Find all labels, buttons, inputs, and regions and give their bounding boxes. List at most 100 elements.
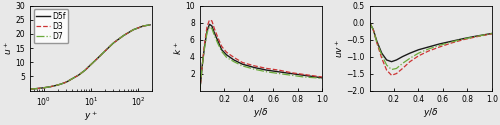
D3 [313, 75, 319, 77]
D5f [215, 40, 221, 42]
Line: D7: D7 [370, 23, 492, 70]
D7 [276, 73, 282, 74]
D7 [394, 68, 400, 69]
D7 [489, 33, 495, 34]
Line: D3: D3 [30, 25, 150, 89]
D5f [473, 35, 479, 37]
D7 [300, 76, 306, 78]
D3 [388, 74, 394, 76]
D3 [53, 85, 59, 86]
D7 [58, 83, 64, 85]
D7 [199, 66, 205, 68]
D7 [48, 86, 54, 87]
Line: D5f: D5f [370, 23, 492, 62]
D3 [64, 81, 70, 83]
D7 [319, 78, 325, 79]
D5f [39, 87, 45, 89]
Line: D3: D3 [200, 20, 322, 91]
D3 [76, 74, 82, 76]
D7 [218, 51, 224, 52]
D3 [489, 33, 495, 34]
D5f [199, 66, 205, 68]
D5f [43, 87, 49, 88]
Y-axis label: $k^+$: $k^+$ [172, 41, 184, 55]
D5f [76, 74, 82, 76]
Line: D7: D7 [200, 27, 322, 91]
D7 [473, 36, 479, 37]
Y-axis label: $uv^+$: $uv^+$ [333, 38, 345, 58]
D3 [140, 25, 146, 27]
D7 [288, 74, 294, 76]
D7 [224, 57, 230, 58]
D5f [27, 88, 33, 90]
D5f [407, 52, 413, 54]
D5f [461, 38, 467, 39]
D3 [88, 64, 94, 65]
D7 [426, 48, 432, 50]
D5f [53, 85, 59, 86]
D7 [407, 58, 413, 59]
D3 [276, 69, 282, 71]
D5f [448, 40, 454, 42]
D7 [384, 64, 390, 66]
D7 [388, 69, 394, 70]
D3 [130, 29, 136, 30]
D3 [378, 58, 384, 59]
D7 [27, 88, 33, 90]
D3 [82, 69, 88, 71]
D5f [198, 80, 204, 81]
D3 [407, 61, 413, 62]
D3 [264, 68, 270, 69]
Legend: D5f, D3, D7: D5f, D3, D7 [34, 9, 68, 43]
D7 [264, 71, 270, 73]
D7 [448, 41, 454, 43]
D7 [95, 57, 101, 59]
D7 [252, 69, 258, 70]
D7 [198, 80, 204, 81]
D3 [121, 35, 127, 36]
D3 [319, 76, 325, 78]
D7 [378, 54, 384, 56]
D7 [212, 35, 218, 36]
D3 [370, 29, 376, 30]
D3 [436, 46, 442, 48]
D3 [202, 43, 207, 45]
D5f [276, 71, 282, 73]
D7 [215, 43, 221, 45]
D3 [39, 87, 45, 89]
D7 [206, 26, 212, 28]
D5f [48, 86, 54, 87]
D5f [231, 59, 237, 61]
D5f [374, 40, 380, 42]
D5f [58, 83, 64, 85]
D3 [224, 52, 230, 53]
D5f [102, 50, 108, 52]
D3 [70, 78, 75, 79]
D3 [48, 86, 54, 87]
D3 [204, 26, 210, 28]
D3 [43, 87, 49, 88]
D3 [110, 42, 116, 44]
D5f [212, 32, 218, 34]
D7 [461, 38, 467, 40]
D5f [209, 25, 215, 27]
D3 [215, 37, 221, 39]
D3 [199, 66, 205, 68]
Line: D7: D7 [30, 25, 150, 89]
D5f [240, 64, 246, 65]
D5f [218, 49, 224, 50]
D5f [130, 29, 136, 30]
D5f [70, 78, 75, 79]
D7 [140, 25, 146, 27]
D3 [240, 62, 246, 63]
D7 [400, 63, 406, 64]
D7 [110, 42, 116, 44]
D3 [384, 69, 390, 71]
D3 [400, 68, 406, 69]
D5f [82, 69, 88, 71]
D7 [204, 32, 210, 34]
D5f [110, 42, 116, 44]
D5f [416, 49, 422, 50]
D7 [82, 69, 88, 71]
D5f [121, 35, 127, 36]
